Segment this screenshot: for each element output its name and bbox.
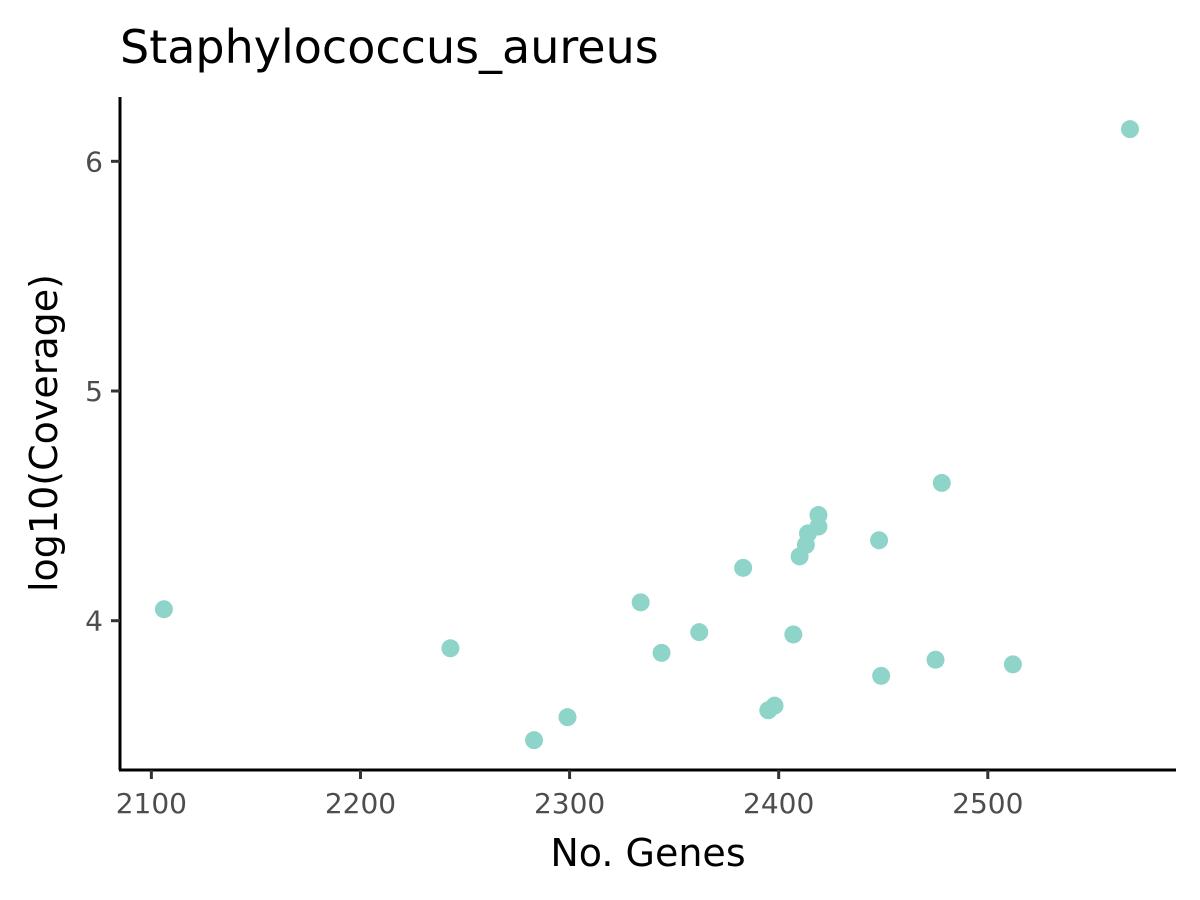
x-axis-ticks: 2100 2200 2300 2400 2500 — [116, 770, 1023, 820]
data-point-8 — [734, 558, 753, 577]
x-axis-title: No. Genes — [550, 831, 745, 875]
x-tick-label-2100: 2100 — [116, 787, 187, 820]
data-point-3 — [525, 731, 544, 750]
y-tick-label-5: 5 — [85, 375, 103, 408]
data-point-2 — [441, 639, 460, 658]
y-tick-label-6: 6 — [85, 145, 103, 178]
data-point-20 — [932, 473, 951, 492]
data-point-4 — [558, 708, 577, 727]
data-point-18 — [872, 666, 891, 685]
data-point-6 — [652, 643, 671, 662]
x-tick-label-2200: 2200 — [325, 787, 396, 820]
data-point-5 — [631, 593, 650, 612]
y-axis-title: log10(Coverage) — [22, 274, 66, 592]
data-point-7 — [690, 623, 709, 642]
x-tick-label-2500: 2500 — [952, 787, 1023, 820]
data-point-11 — [784, 625, 803, 644]
data-point-16 — [809, 506, 828, 525]
x-tick-label-2300: 2300 — [534, 787, 605, 820]
data-point-17 — [870, 531, 889, 550]
data-points — [154, 120, 1139, 750]
data-point-19 — [926, 650, 945, 669]
data-point-21 — [1003, 655, 1022, 674]
data-point-1 — [154, 600, 173, 619]
y-axis-ticks: 4 5 6 — [85, 145, 120, 638]
data-point-22 — [1120, 120, 1139, 139]
chart-title: Staphylococcus_aureus — [120, 20, 659, 74]
x-tick-label-2400: 2400 — [743, 787, 814, 820]
y-tick-label-4: 4 — [85, 605, 103, 638]
data-point-10 — [765, 696, 784, 715]
